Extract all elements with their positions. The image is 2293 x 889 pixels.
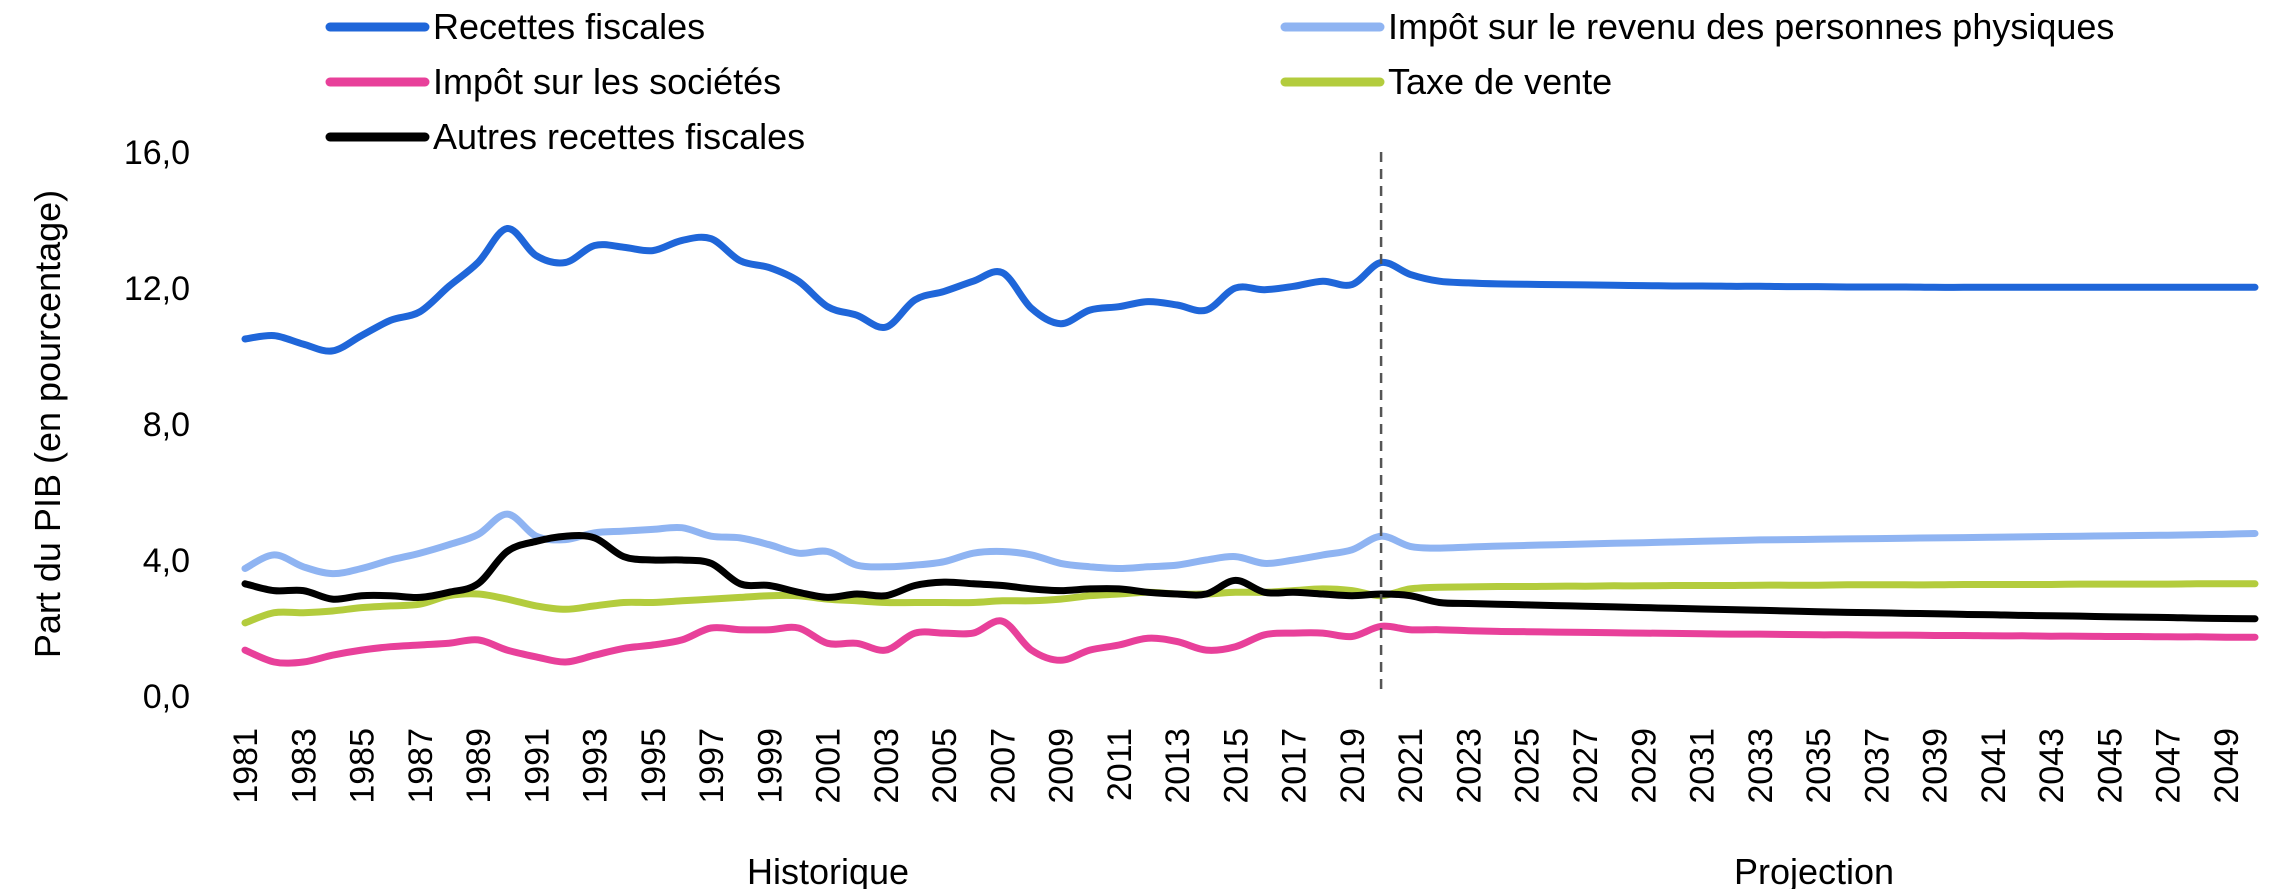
- legend-label: Impôt sur les sociétés: [433, 61, 781, 102]
- x-tick-label: 1981: [227, 728, 265, 804]
- x-tick-label: 1983: [285, 728, 323, 804]
- x-tick-label: 2007: [984, 728, 1022, 804]
- y-tick-label: 0,0: [143, 678, 190, 716]
- x-tick-label: 2041: [1975, 728, 2013, 804]
- legend-item: Impôt sur les sociétés: [325, 61, 781, 102]
- y-axis-title: Part du PIB (en pourcentage): [27, 190, 68, 658]
- x-tick-label: 2021: [1392, 728, 1430, 804]
- period-labels: Historique Projection: [747, 851, 1894, 889]
- legend-label: Taxe de vente: [1388, 61, 1612, 102]
- x-tick-label: 2017: [1276, 728, 1314, 804]
- x-tick-label: 2015: [1217, 728, 1255, 804]
- y-tick-label: 16,0: [124, 134, 190, 172]
- period-label-projection: Projection: [1734, 851, 1894, 889]
- x-tick-label: 1993: [577, 728, 615, 804]
- series-line-impot-sur-le-revenu-des-personnes-physiques: [241, 510, 2259, 578]
- legend-item: Impôt sur le revenu des personnes physiq…: [1280, 6, 2114, 47]
- legend-label: Impôt sur le revenu des personnes physiq…: [1388, 6, 2114, 47]
- x-tick-label: 2025: [1509, 728, 1547, 804]
- x-tick-label: 2027: [1567, 728, 1605, 804]
- x-tick-label: 2009: [1043, 728, 1081, 804]
- legend-item: Autres recettes fiscales: [325, 116, 805, 157]
- x-tick-label: 2003: [868, 728, 906, 804]
- x-tick-label: 1989: [460, 728, 498, 804]
- legend-item: Taxe de vente: [1280, 61, 1612, 102]
- x-tick-label: 2039: [1917, 728, 1955, 804]
- x-tick-label: 2049: [2208, 728, 2246, 804]
- legend-label: Autres recettes fiscales: [433, 116, 805, 157]
- series-line-autres-recettes-fiscales: [241, 532, 2259, 623]
- x-tick-label: 2035: [1800, 728, 1838, 804]
- x-tick-label: 2045: [2091, 728, 2129, 804]
- x-tick-label: 2033: [1742, 728, 1780, 804]
- period-label-historique: Historique: [747, 851, 909, 889]
- x-tick-label: 2019: [1334, 728, 1372, 804]
- x-tick-label: 2031: [1684, 728, 1722, 804]
- x-tick-label: 1999: [751, 728, 789, 804]
- series-line-recettes-fiscales: [241, 225, 2259, 355]
- x-tick-label: 2023: [1450, 728, 1488, 804]
- x-tick-label: 2047: [2150, 728, 2188, 804]
- x-tick-label: 1991: [518, 728, 556, 804]
- series-line-taxe-de-vente: [241, 580, 2259, 627]
- y-tick-label: 8,0: [143, 406, 190, 444]
- x-tick-label: 2005: [926, 728, 964, 804]
- x-tick-label: 2043: [2033, 728, 2071, 804]
- y-axis: 0,0 4,0 8,0 12,0 16,0: [124, 134, 190, 716]
- x-tick-label: 1995: [635, 728, 673, 804]
- x-axis: 1981 1983 1985 1987 1989 1991 1993 1995 1997 1999…: [227, 728, 2246, 804]
- x-tick-label: 2011: [1101, 728, 1139, 801]
- x-tick-label: 2013: [1159, 728, 1197, 804]
- x-tick-label: 1987: [402, 728, 440, 804]
- legend-label: Recettes fiscales: [433, 6, 705, 47]
- series-line-impot-sur-les-societes: [241, 617, 2259, 667]
- y-tick-label: 12,0: [124, 270, 190, 308]
- x-tick-label: 2001: [810, 728, 848, 804]
- y-tick-label: 4,0: [143, 542, 190, 580]
- x-tick-label: 2037: [1858, 728, 1896, 804]
- x-tick-label: 1997: [693, 728, 731, 804]
- legend: Recettes fiscales Impôt sur le revenu des…: [325, 6, 2114, 157]
- legend-item: Recettes fiscales: [325, 6, 705, 47]
- x-tick-label: 2029: [1625, 728, 1663, 804]
- x-tick-label: 1985: [344, 728, 382, 804]
- plot-area: [241, 152, 2259, 696]
